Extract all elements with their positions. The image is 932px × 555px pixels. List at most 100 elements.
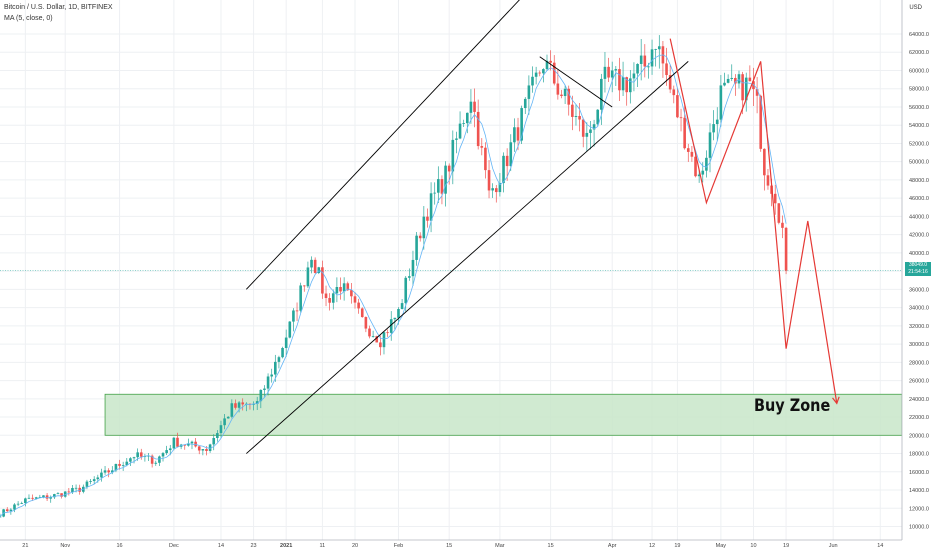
candle-body [494, 188, 498, 193]
candle-body [433, 192, 437, 194]
candle-body [476, 111, 480, 147]
candle-body [781, 222, 784, 228]
candle-body [665, 63, 668, 76]
candle-body [447, 165, 451, 172]
x-tick-label: 12 [649, 543, 655, 549]
y-tick-label: 14000.0 [909, 488, 929, 494]
candle-body [694, 156, 697, 177]
candle-body [107, 470, 110, 473]
candle-body [27, 497, 31, 499]
candle-body [223, 418, 226, 426]
candle-body [632, 73, 636, 79]
candle-body [96, 477, 100, 480]
candle-body [741, 74, 744, 101]
candle-body [614, 69, 618, 71]
candle-body [154, 462, 158, 464]
candle-body [534, 72, 538, 77]
candle-body [520, 108, 523, 141]
candle-body [592, 124, 596, 130]
y-tick-label: 10000.0 [909, 525, 929, 531]
candle-body [20, 503, 24, 504]
candle-body [328, 298, 331, 303]
channel-lower-line [246, 61, 689, 454]
candle-body [621, 77, 625, 91]
candle-body [465, 112, 469, 124]
candle-body [197, 446, 201, 451]
candle-body [516, 127, 520, 141]
y-tick-label: 50000.0 [909, 160, 929, 166]
candle-body [759, 95, 763, 149]
candle-body [625, 77, 628, 93]
x-tick-label: Nov [60, 543, 70, 549]
candle-body [49, 497, 53, 499]
candle-body [45, 495, 49, 499]
candle-body [299, 285, 302, 311]
y-tick-label: 60000.0 [909, 68, 929, 74]
candle-body [42, 495, 45, 498]
candle-body [777, 203, 781, 223]
candle-body [502, 155, 505, 184]
candle-body [643, 55, 647, 67]
candle-body [668, 75, 672, 90]
candle-body [34, 497, 38, 499]
candle-body [679, 117, 683, 119]
candle-body [16, 503, 20, 505]
candle-body [266, 376, 270, 389]
candle-body [618, 69, 621, 91]
candle-body [676, 95, 679, 118]
candle-body [132, 457, 136, 459]
candle-body [480, 146, 484, 148]
candle-body [723, 82, 726, 86]
candle-body [567, 88, 571, 105]
x-tick-label: Feb [394, 543, 403, 549]
candle-body [190, 441, 194, 444]
y-tick-label: 22000.0 [909, 415, 929, 421]
candle-body [527, 85, 531, 99]
y-tick-label: 24000.0 [909, 397, 929, 403]
candle-body [274, 361, 277, 375]
candle-body [335, 287, 339, 294]
candle-body [60, 493, 63, 497]
candle-body [226, 416, 230, 419]
candle-body [205, 449, 208, 451]
candle-body [426, 216, 429, 221]
x-tick-label: Apr [608, 543, 617, 549]
candle-body [89, 481, 92, 482]
candle-body [549, 60, 552, 63]
candle-body [350, 290, 353, 297]
candle-body [331, 293, 335, 303]
x-tick-label: 14 [218, 543, 224, 549]
indicator-legend[interactable]: MA (5, close, 0) [4, 15, 53, 22]
candle-body [216, 433, 219, 439]
bar-countdown: 21:54:16 [908, 269, 928, 275]
candle-body [168, 448, 172, 451]
candle-body [74, 487, 78, 489]
candle-body [705, 157, 708, 171]
candle-body [542, 69, 545, 74]
y-tick-label: 56000.0 [909, 105, 929, 111]
y-tick-label: 54000.0 [909, 123, 929, 129]
candle-body [513, 127, 516, 143]
channel-upper-line [246, 0, 520, 290]
trend-line [539, 56, 613, 108]
candle-body [574, 116, 578, 117]
candle-body [734, 77, 737, 84]
candle-body [270, 374, 273, 377]
candle-body [103, 470, 107, 473]
candle-body [230, 403, 234, 417]
ma-line [0, 54, 787, 517]
candle-body [9, 509, 13, 512]
last-price-tag: 38049.0 21:54:16 [905, 262, 931, 276]
candle-body [317, 267, 321, 273]
candle-body [458, 123, 462, 139]
candle-body [38, 497, 42, 498]
candle-body [24, 498, 27, 504]
symbol-title: Bitcoin / U.S. Dollar, 1D, BITFINEX [4, 4, 113, 11]
candle-body [556, 83, 560, 95]
y-tick-label: 32000.0 [909, 324, 929, 330]
candle-body [292, 310, 295, 322]
candle-body [690, 151, 694, 157]
y-tick-label: 30000.0 [909, 342, 929, 348]
